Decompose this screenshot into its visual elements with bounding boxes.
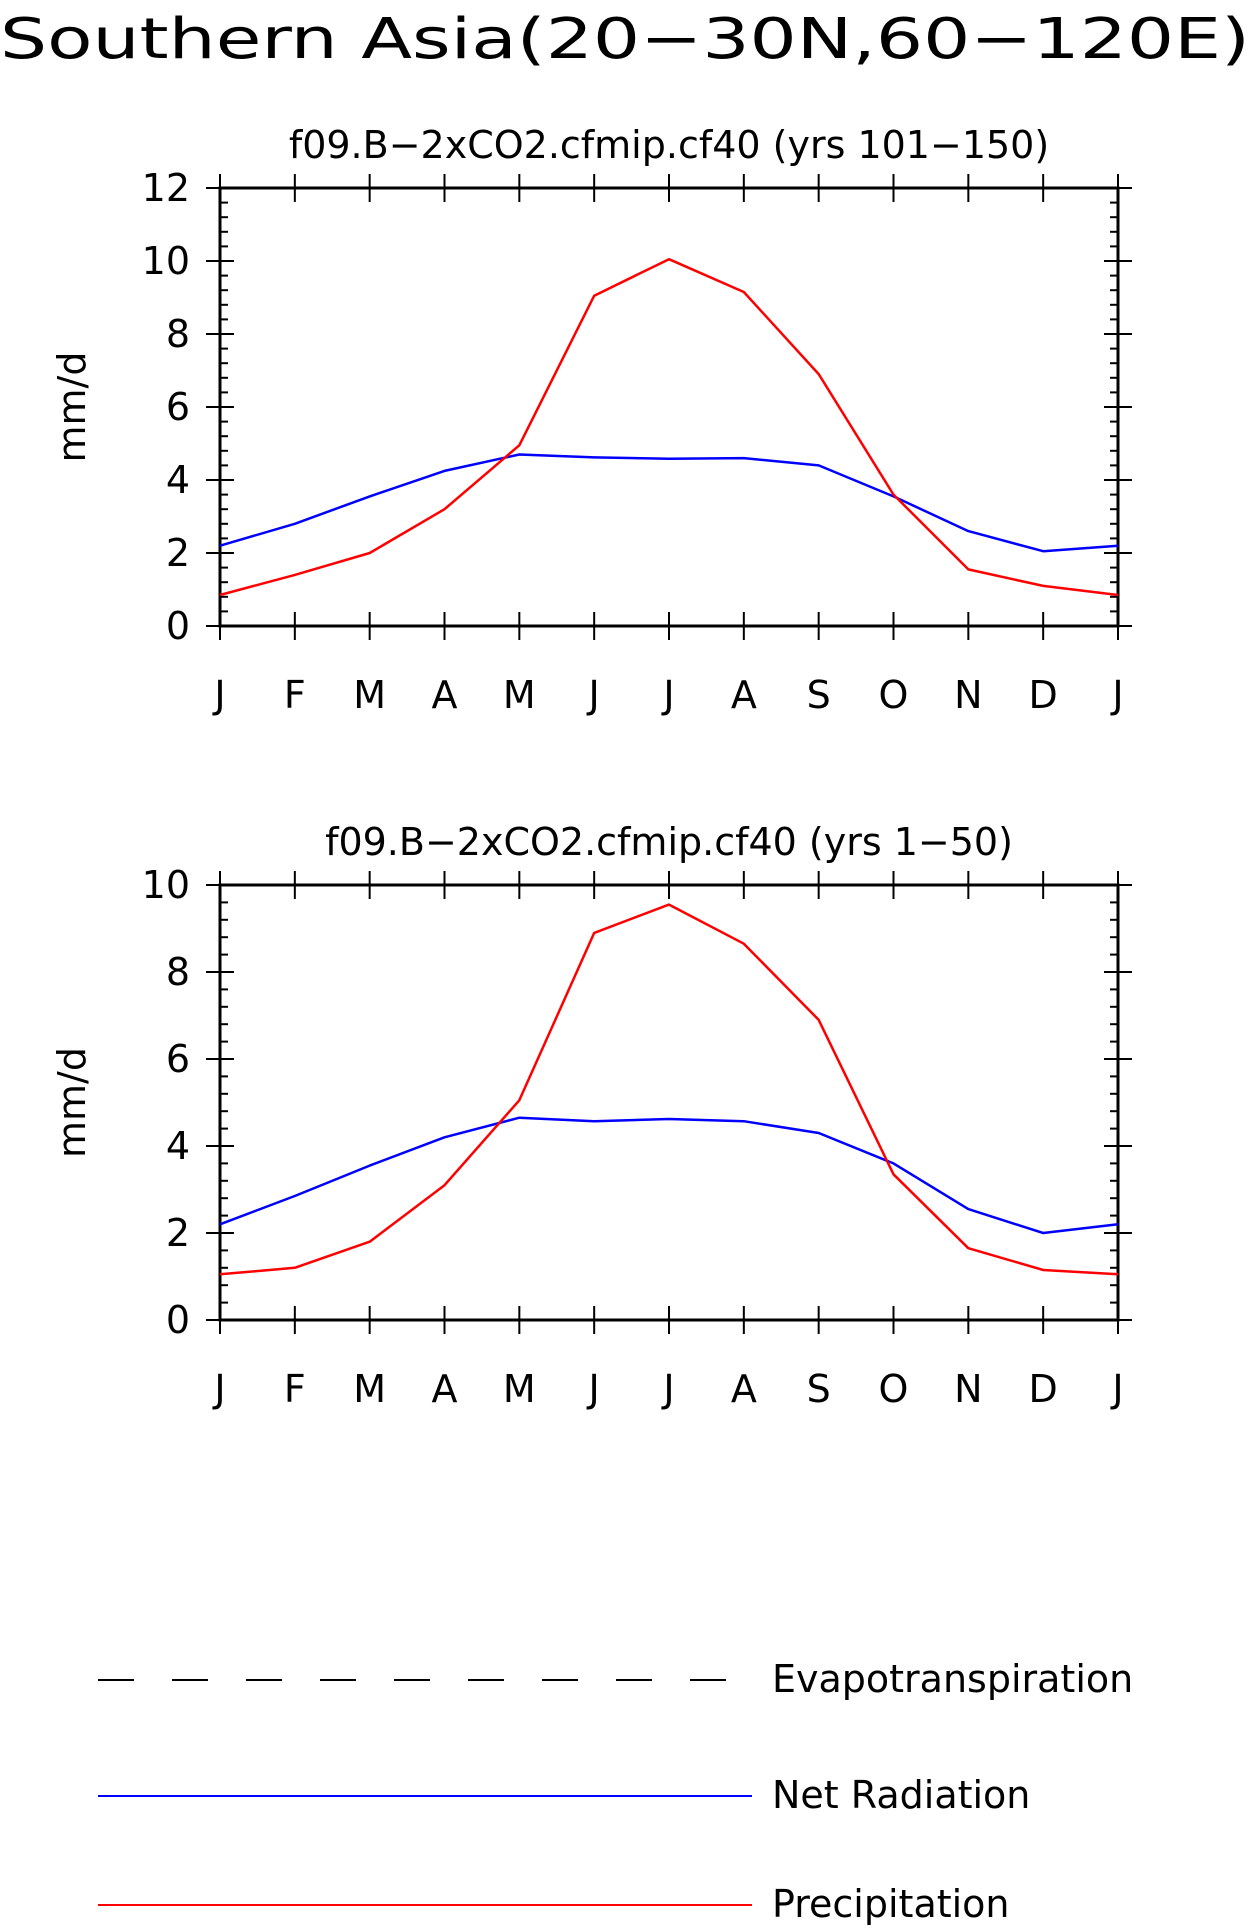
x-tick-label: F — [284, 1367, 306, 1411]
x-tick-label: J — [1110, 1367, 1123, 1411]
y-tick-label: 4 — [166, 458, 190, 502]
y-tick-label: 10 — [142, 863, 190, 907]
x-tick-label: A — [432, 673, 458, 717]
x-tick-label: J — [587, 1367, 600, 1411]
series-line-net-radiation — [219, 453, 1119, 553]
x-tick-label: F — [284, 673, 306, 717]
x-tick-label: D — [1029, 673, 1058, 717]
y-axis-label: mm/d — [50, 352, 94, 463]
plot-frame — [218, 883, 1120, 1322]
series-line-net-radiation — [219, 1116, 1119, 1235]
y-tick-label: 6 — [166, 1037, 190, 1081]
legend: Evapotranspiration Net Radiation Precipi… — [98, 1657, 1133, 1926]
x-tick-label: O — [879, 673, 909, 717]
x-tick-label: M — [503, 1367, 536, 1411]
x-tick-label: S — [807, 1367, 831, 1411]
y-axis-label: mm/d — [50, 1047, 94, 1158]
y-tick-label: 10 — [142, 239, 190, 283]
series-line-precipitation — [219, 903, 1119, 1276]
x-tick-label: M — [353, 673, 386, 717]
x-tick-label: M — [503, 673, 536, 717]
x-tick-label: A — [432, 1367, 458, 1411]
x-tick-label: S — [807, 673, 831, 717]
x-tick-label: J — [587, 673, 600, 717]
chart-panel-yrs-101-150: f09.B−2xCO2.cfmip.cf40 (yrs 101−150) 0 2 4 6… — [50, 123, 1132, 717]
y-tick-label: 0 — [166, 1298, 190, 1342]
x-tick-label: N — [954, 1367, 982, 1411]
page-title: Southern Asia(20−30N,60−120E) — [0, 7, 1250, 72]
legend-label: Evapotranspiration — [772, 1657, 1133, 1701]
y-tick-label: 8 — [166, 950, 190, 994]
x-tick-label: O — [879, 1367, 909, 1411]
y-tick-label: 8 — [166, 312, 190, 356]
y-tick-label: 6 — [166, 385, 190, 429]
legend-item-net-radiation: Net Radiation — [98, 1773, 1030, 1817]
x-tick-label: J — [212, 673, 225, 717]
y-tick-label: 4 — [166, 1124, 190, 1168]
x-tick-label: J — [212, 1367, 225, 1411]
x-tick-label: J — [661, 1367, 674, 1411]
y-tick-label: 2 — [166, 531, 190, 575]
x-tick-label: A — [731, 1367, 757, 1411]
chart-panel-yrs-1-50: f09.B−2xCO2.cfmip.cf40 (yrs 1−50) 0 2 4 6 8 10… — [50, 820, 1132, 1411]
chart-title: f09.B−2xCO2.cfmip.cf40 (yrs 101−150) — [289, 123, 1049, 167]
y-tick-label: 12 — [142, 166, 190, 210]
x-tick-label: J — [1110, 673, 1123, 717]
legend-item-evapotranspiration: Evapotranspiration — [98, 1657, 1133, 1701]
legend-label: Precipitation — [772, 1882, 1010, 1926]
x-tick-label: M — [353, 1367, 386, 1411]
legend-item-precipitation: Precipitation — [98, 1882, 1010, 1926]
x-tick-label: N — [954, 673, 982, 717]
y-tick-label: 2 — [166, 1211, 190, 1255]
y-tick-label: 0 — [166, 604, 190, 648]
x-tick-label: J — [661, 673, 674, 717]
x-tick-label: D — [1029, 1367, 1058, 1411]
chart-title: f09.B−2xCO2.cfmip.cf40 (yrs 1−50) — [325, 820, 1013, 864]
x-tick-label: A — [731, 673, 757, 717]
legend-label: Net Radiation — [772, 1773, 1030, 1817]
plot-frame — [218, 186, 1120, 628]
series-line-precipitation — [219, 257, 1119, 597]
